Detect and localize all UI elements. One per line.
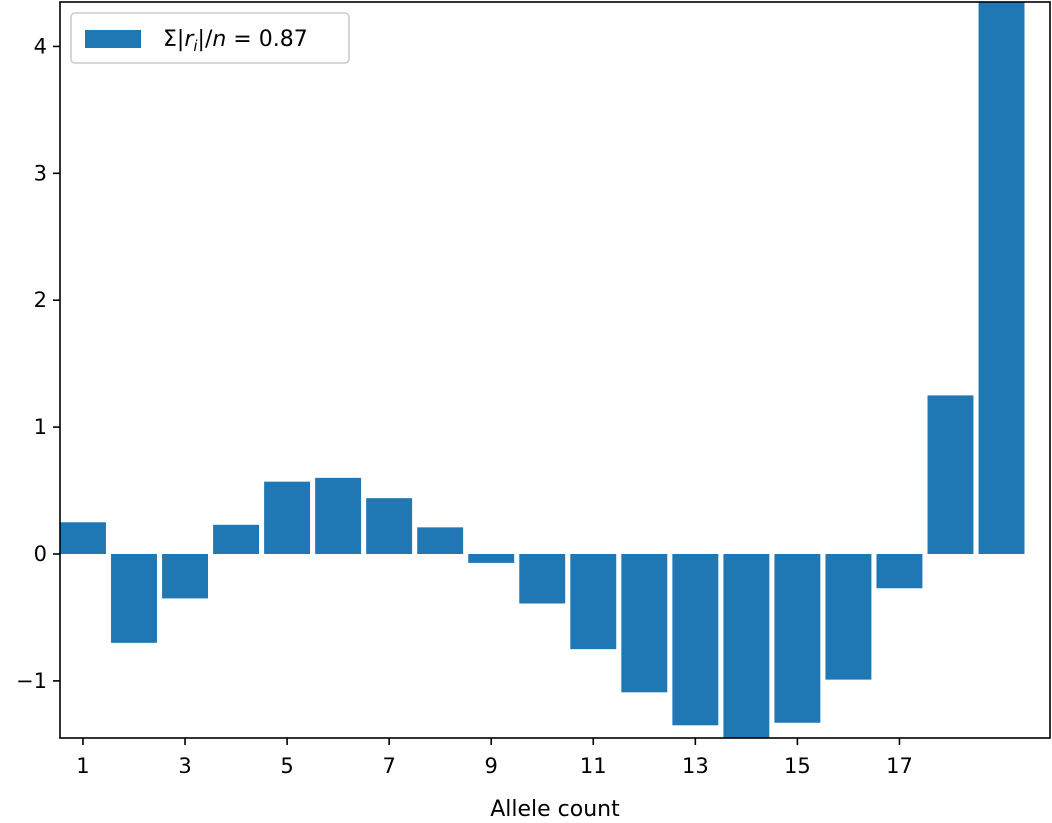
y-tick-label: 3 bbox=[34, 161, 47, 185]
x-tick-label: 1 bbox=[76, 754, 89, 778]
x-tick-label: 3 bbox=[178, 754, 191, 778]
legend-box bbox=[70, 12, 350, 64]
x-tick-label: 9 bbox=[485, 754, 498, 778]
y-tick-label: 4 bbox=[34, 34, 47, 58]
bar-allele-13 bbox=[672, 554, 719, 726]
bar-allele-8 bbox=[417, 527, 464, 554]
y-tick-label: 0 bbox=[34, 542, 47, 566]
y-tick-label: 2 bbox=[34, 288, 47, 312]
bar-allele-4 bbox=[213, 524, 260, 554]
legend-n: n bbox=[212, 27, 226, 52]
y-axis-ticks: −1 0 1 2 3 4 bbox=[16, 34, 60, 693]
x-axis-label: Allele count bbox=[490, 797, 620, 822]
bar-allele-15 bbox=[774, 554, 821, 723]
y-tick-label: −1 bbox=[16, 669, 47, 693]
x-tick-label: 13 bbox=[682, 754, 709, 778]
x-tick-label: 7 bbox=[382, 754, 395, 778]
legend-label: Σ|ri|/n = 0.87 bbox=[163, 27, 308, 55]
bar-allele-9 bbox=[468, 554, 515, 563]
legend-eq: = 0.87 bbox=[226, 27, 307, 52]
legend-swatch bbox=[85, 30, 141, 48]
x-tick-label: 15 bbox=[784, 754, 811, 778]
legend-r: r bbox=[184, 27, 195, 52]
bar-allele-1 bbox=[60, 522, 106, 554]
bar-allele-2 bbox=[111, 554, 157, 643]
bar-allele-12 bbox=[621, 554, 668, 693]
x-tick-label: 5 bbox=[280, 754, 293, 778]
bar-allele-18 bbox=[927, 395, 974, 554]
legend-i: i bbox=[193, 37, 198, 55]
legend: Σ|ri|/n = 0.87 bbox=[70, 12, 350, 64]
x-axis-ticks: 1 3 5 7 9 11 13 15 17 bbox=[76, 738, 913, 778]
legend-sigma: Σ| bbox=[163, 27, 184, 52]
legend-bar: |/ bbox=[198, 27, 213, 52]
x-tick-label: 17 bbox=[886, 754, 913, 778]
bars-group bbox=[60, 2, 1025, 738]
bar-allele-11 bbox=[570, 554, 617, 650]
bar-allele-6 bbox=[315, 477, 362, 554]
bar-allele-14 bbox=[723, 554, 770, 738]
bar-allele-10 bbox=[519, 554, 566, 604]
plot-frame bbox=[59, 1, 1051, 739]
bar-allele-7 bbox=[366, 498, 413, 554]
bar-allele-19 bbox=[978, 2, 1025, 554]
x-tick-label: 11 bbox=[580, 754, 607, 778]
bar-allele-3 bbox=[162, 554, 208, 599]
y-tick-label: 1 bbox=[34, 415, 47, 439]
bar-allele-16 bbox=[825, 554, 872, 680]
bar-allele-5 bbox=[264, 481, 311, 554]
bar-allele-17 bbox=[876, 554, 923, 589]
